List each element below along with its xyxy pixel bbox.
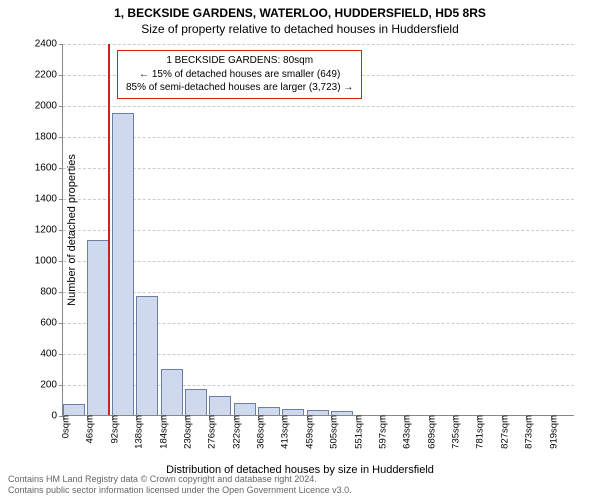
histogram-bar xyxy=(112,113,134,415)
xtick-label: 643sqm xyxy=(400,415,413,449)
ytick-label: 2200 xyxy=(29,70,63,81)
xtick-label: 0sqm xyxy=(59,415,72,438)
histogram-bar xyxy=(234,403,256,415)
ytick-label: 1600 xyxy=(29,163,63,174)
gridline xyxy=(63,292,574,293)
histogram-bar xyxy=(63,404,85,415)
histogram-bar xyxy=(87,240,109,415)
ytick-label: 2400 xyxy=(29,39,63,50)
gridline xyxy=(63,168,574,169)
ytick-label: 200 xyxy=(29,380,63,391)
xtick-label: 735sqm xyxy=(449,415,462,449)
xtick-label: 551sqm xyxy=(351,415,364,449)
ytick-label: 600 xyxy=(29,318,63,329)
ytick-label: 1400 xyxy=(29,194,63,205)
footer-attribution: Contains HM Land Registry data © Crown c… xyxy=(8,474,352,497)
xtick-label: 46sqm xyxy=(83,415,96,444)
ytick-label: 2000 xyxy=(29,101,63,112)
annotation-line: 1 BECKSIDE GARDENS: 80sqm xyxy=(126,54,353,68)
xtick-label: 322sqm xyxy=(229,415,242,449)
footer-line1: Contains HM Land Registry data © Crown c… xyxy=(8,474,352,485)
xtick-label: 413sqm xyxy=(278,415,291,449)
xtick-label: 276sqm xyxy=(205,415,218,449)
ytick-label: 1200 xyxy=(29,225,63,236)
page-subtitle: Size of property relative to detached ho… xyxy=(0,22,600,36)
gridline xyxy=(63,199,574,200)
xtick-label: 827sqm xyxy=(497,415,510,449)
footer-line2: Contains public sector information licen… xyxy=(8,485,352,496)
xtick-label: 368sqm xyxy=(254,415,267,449)
xtick-label: 459sqm xyxy=(302,415,315,449)
xtick-label: 919sqm xyxy=(546,415,559,449)
gridline xyxy=(63,44,574,45)
page-title: 1, BECKSIDE GARDENS, WATERLOO, HUDDERSFI… xyxy=(0,6,600,20)
xtick-label: 138sqm xyxy=(132,415,145,449)
histogram-bar xyxy=(136,296,158,415)
y-axis-label: Number of detached properties xyxy=(66,154,78,306)
ytick-label: 1800 xyxy=(29,132,63,143)
annotation-line: 85% of semi-detached houses are larger (… xyxy=(126,81,353,95)
annotation-box: 1 BECKSIDE GARDENS: 80sqm← 15% of detach… xyxy=(117,50,362,99)
annotation-line: ← 15% of detached houses are smaller (64… xyxy=(126,68,353,82)
xtick-label: 230sqm xyxy=(180,415,193,449)
ytick-label: 400 xyxy=(29,349,63,360)
gridline xyxy=(63,261,574,262)
ytick-label: 800 xyxy=(29,287,63,298)
histogram-bar xyxy=(209,396,231,415)
xtick-label: 597sqm xyxy=(375,415,388,449)
ytick-label: 1000 xyxy=(29,256,63,267)
histogram-bar xyxy=(161,369,183,416)
xtick-label: 781sqm xyxy=(473,415,486,449)
plot-area: 0200400600800100012001400160018002000220… xyxy=(62,44,574,416)
xtick-label: 184sqm xyxy=(156,415,169,449)
xtick-label: 92sqm xyxy=(107,415,120,444)
histogram-bar xyxy=(185,389,207,415)
xtick-label: 689sqm xyxy=(424,415,437,449)
histogram-chart: 0200400600800100012001400160018002000220… xyxy=(62,44,574,416)
gridline xyxy=(63,137,574,138)
gridline xyxy=(63,230,574,231)
xtick-label: 505sqm xyxy=(327,415,340,449)
property-marker-line xyxy=(108,44,110,415)
xtick-label: 873sqm xyxy=(522,415,535,449)
gridline xyxy=(63,106,574,107)
